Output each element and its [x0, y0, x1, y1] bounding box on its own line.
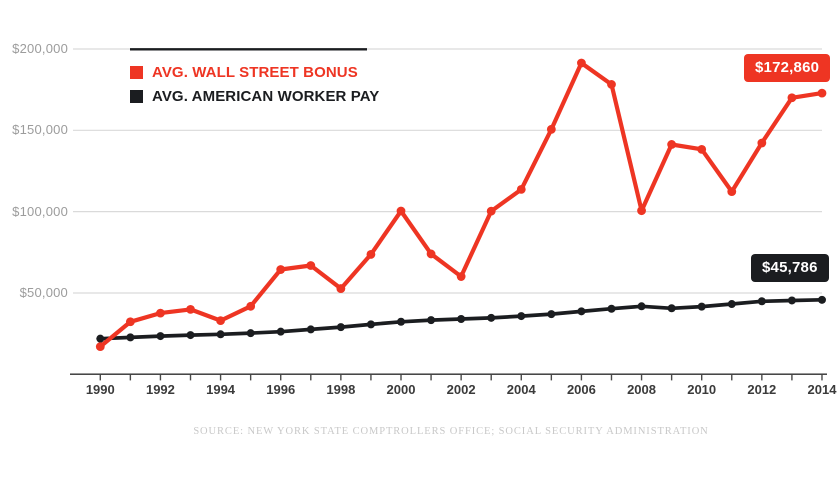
bonus-data-point [186, 304, 195, 314]
bonus-data-point [216, 316, 225, 326]
bonus-data-point [817, 88, 827, 98]
x-axis-tick-label: 2010 [687, 382, 717, 397]
bonus-data-point [486, 206, 496, 216]
x-axis-tick-label: 1992 [145, 382, 175, 397]
bonus-data-point [727, 187, 737, 197]
pay-data-point [787, 296, 796, 305]
pay-data-point [276, 327, 285, 336]
bonus-value-badge: $172,860 [744, 54, 831, 82]
bonus-data-point [276, 265, 286, 274]
pay-legend-label: AVG. AMERICAN WORKER PAY [152, 88, 380, 105]
pay-data-point [397, 317, 405, 326]
x-axis-tick-label: 2008 [627, 382, 656, 397]
pay-data-point [216, 330, 225, 339]
pay-data-point [186, 331, 195, 340]
pay-data-point [817, 295, 826, 304]
pay-data-point [667, 304, 676, 313]
pay-data-point [427, 316, 436, 325]
bonus-data-point [156, 308, 165, 318]
pay-data-point [727, 300, 736, 309]
bonus-data-point [787, 93, 797, 103]
bonus-data-point [95, 342, 105, 352]
bonus-data-point [396, 206, 406, 216]
bonus-data-point [366, 250, 376, 259]
pay-data-point [126, 333, 135, 342]
pay-data-point [306, 325, 315, 334]
pay-value-badge: $45,786 [751, 254, 829, 282]
x-axis-tick-label: 2002 [446, 382, 476, 397]
bonus-data-point [577, 58, 586, 68]
pay-data-point [697, 302, 706, 311]
x-axis-tick-label: 2000 [386, 382, 416, 397]
pay-data-point [637, 302, 646, 311]
x-axis-tick-label: 1990 [85, 382, 115, 397]
x-axis-tick-label: 1998 [326, 382, 356, 397]
bonus-data-point [697, 144, 707, 154]
bonus-legend-swatch-icon [130, 66, 143, 79]
x-axis-tick-label: 2006 [566, 382, 596, 397]
bonus-data-point [667, 140, 677, 149]
pay-data-point [336, 323, 345, 332]
pay-data-point [607, 304, 616, 313]
bonus-data-point [336, 284, 346, 293]
x-axis-tick-label: 1996 [266, 382, 296, 397]
pay-data-point [96, 334, 105, 343]
x-axis-tick-label: 1994 [206, 382, 236, 397]
bonus-data-point [456, 272, 466, 281]
bonus-data-point [637, 206, 646, 216]
bonus-data-point [426, 249, 436, 259]
x-axis-tick-label: 2004 [506, 382, 536, 397]
legend-item-bonus: AVG. WALL STREET BONUS [130, 62, 379, 83]
bonus-data-point [306, 261, 316, 270]
bonus-data-point [125, 317, 135, 327]
y-axis-tick-label: $100,000 [12, 203, 68, 219]
pay-data-point [487, 313, 496, 322]
y-axis-tick-label: $50,000 [19, 284, 68, 300]
bonus-data-point [246, 301, 256, 311]
y-axis-tick-label: $200,000 [12, 40, 68, 56]
source-attribution: SOURCE: NEW YORK STATE COMPTROLLERS OFFI… [193, 426, 709, 437]
pay-data-point [517, 312, 526, 321]
bonus-legend-label: AVG. WALL STREET BONUS [152, 64, 358, 81]
bonus-data-point [607, 80, 616, 89]
chart-legend: AVG. WALL STREET BONUS AVG. AMERICAN WOR… [130, 62, 379, 110]
x-axis-tick-label: 2012 [747, 382, 777, 397]
bonus-data-point [757, 138, 767, 148]
pay-data-point [547, 310, 556, 319]
pay-data-point [457, 314, 466, 323]
pay-data-point [757, 297, 766, 306]
bonus-data-point [516, 184, 526, 194]
pay-data-point [577, 307, 586, 316]
pay-data-point [246, 329, 255, 338]
pay-data-point [156, 332, 165, 341]
pay-data-point [366, 320, 375, 329]
y-axis-tick-label: $150,000 [12, 122, 68, 138]
legend-item-pay: AVG. AMERICAN WORKER PAY [130, 86, 379, 107]
x-axis-tick-label: 2014 [807, 382, 837, 397]
pay-legend-swatch-icon [130, 90, 143, 103]
bonus-data-point [546, 124, 556, 134]
